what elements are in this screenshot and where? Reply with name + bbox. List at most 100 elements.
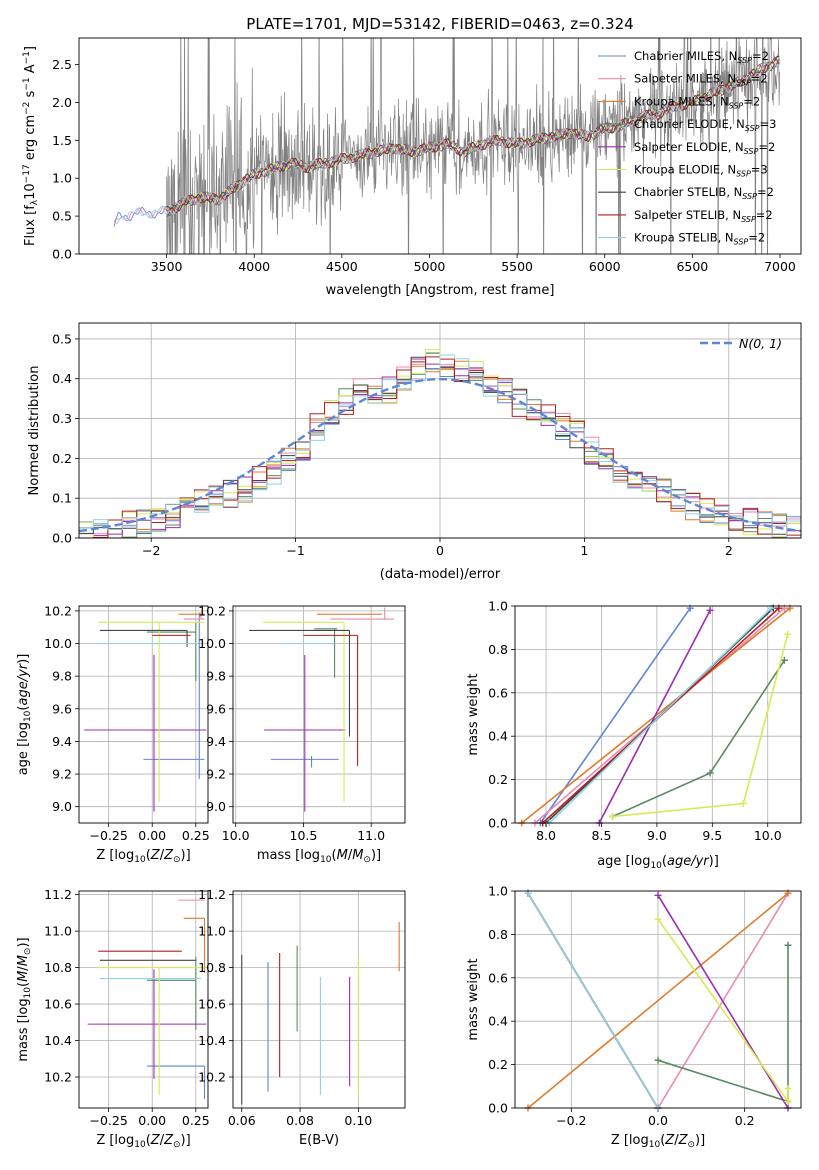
y-tick-label: 9.4	[206, 734, 226, 749]
x-tick-label: −0.25	[89, 1113, 127, 1128]
weight-marker-chabrier_elodie	[784, 941, 792, 949]
x-tick-label: 0.08	[286, 1113, 314, 1128]
x-tick-label: 9.5	[702, 828, 722, 843]
y-tick-label: 0.3	[52, 411, 72, 426]
y-axis-label: Normed distribution	[27, 366, 42, 496]
legend-label-kroupa_elodie: Kroupa ELODIE, NSSP=3	[634, 163, 768, 179]
x-tick-label: 11.0	[357, 828, 385, 843]
x-tick-label: 3500	[151, 259, 183, 274]
y-tick-label: 11.0	[44, 924, 72, 939]
x-tick-label: 10.0	[222, 828, 250, 843]
x-tick-label: −1	[286, 543, 304, 558]
weight-marker-chabrier_elodie	[706, 769, 714, 777]
x-tick-label: 6000	[589, 259, 621, 274]
weight-line-chabrier_elodie	[657, 945, 789, 1103]
x-tick-label: 9.0	[647, 828, 667, 843]
y-tick-label: 9.4	[52, 734, 72, 749]
x-axis-label: mass [log10(M/M⊙)]	[257, 848, 381, 865]
y-tick-label: 10.6	[44, 997, 72, 1012]
weight-marker-kroupa_elodie	[784, 1097, 792, 1105]
weight-line-kroupa_elodie	[612, 633, 789, 818]
axes-frame	[78, 605, 209, 824]
x-tick-label: 1	[580, 543, 588, 558]
weight-marker-kroupa_elodie	[784, 630, 792, 638]
x-tick-label: 4000	[238, 259, 270, 274]
y-tick-label: 0.5	[52, 331, 72, 346]
x-axis-label: E(B-V)	[299, 1133, 339, 1148]
y-tick-label: 10.0	[198, 636, 226, 651]
y-tick-label: 9.6	[52, 701, 72, 716]
y-tick-label: 11.2	[44, 887, 72, 902]
weight-line-salpeter_elodie	[598, 609, 711, 824]
legend-label-chabrier_elodie: Chabrier ELODIE, NSSP=3	[634, 117, 776, 133]
weight-line-kroupa_stelib	[527, 892, 659, 1109]
y-tick-label: 9.0	[52, 799, 72, 814]
y-axis-label: mass weight	[466, 958, 481, 1040]
y-axis-label: mass [log10(M/M⊙)]	[16, 937, 33, 1061]
y-tick-label: 9.2	[206, 767, 226, 782]
x-tick-label: 0.25	[182, 1113, 210, 1128]
weight-line-kroupa_miles	[527, 892, 789, 1109]
y-tick-label: 10.8	[44, 960, 72, 975]
y-tick-label: 0.0	[488, 1101, 508, 1116]
y-tick-label: 9.0	[206, 799, 226, 814]
y-tick-label: 10.2	[44, 603, 72, 618]
axes-frame	[232, 890, 406, 1109]
legend-label-chabrier_stelib: Chabrier STELIB, NSSP=2	[634, 185, 774, 201]
x-tick-label: −0.25	[89, 828, 127, 843]
weight-marker-salpeter_elodie	[654, 891, 662, 899]
x-tick-label: 10.5	[290, 828, 318, 843]
x-axis-label: Z [log10(Z/Z⊙)]	[611, 1133, 705, 1150]
weight-marker-kroupa_elodie	[654, 915, 662, 923]
x-tick-label: 2	[725, 543, 733, 558]
figure-title: PLATE=1701, MJD=53142, FIBERID=0463, z=0…	[246, 15, 633, 33]
legend-label-normal: N(0, 1)	[739, 336, 782, 351]
legend-label-kroupa_stelib: Kroupa STELIB, NSSP=2	[634, 231, 765, 247]
y-tick-label: 11.0	[198, 924, 226, 939]
panel-mass_vs_ebv: 0.06 0.08 0.10 10.2 10.4 10.6 10.8 11.0 11.2 E(B-…	[198, 887, 406, 1148]
y-tick-label: 11.2	[198, 887, 226, 902]
y-tick-label: 9.2	[52, 767, 72, 782]
y-tick-label: 0.2	[52, 451, 72, 466]
y-tick-label: 0.4	[488, 729, 508, 744]
y-tick-label: 0.8	[488, 642, 508, 657]
model-spectrum-kroupa_stelib	[113, 59, 781, 225]
x-tick-label: 0	[436, 543, 444, 558]
x-tick-label: 0.06	[228, 1113, 256, 1128]
y-tick-label: 0.1	[52, 491, 72, 506]
histogram-kroupa_stelib	[79, 354, 801, 538]
y-tick-label: 0.0	[52, 531, 72, 546]
y-tick-label: 10.4	[44, 1033, 72, 1048]
y-tick-label: 0.0	[52, 247, 72, 262]
y-tick-label: 1.5	[52, 133, 72, 148]
y-axis-label: age [log10(age/yr)]	[16, 654, 33, 776]
x-tick-label: 0.00	[138, 828, 166, 843]
y-tick-label: 0.0	[488, 816, 508, 831]
legend-label-salpeter_stelib: Salpeter STELIB, NSSP=2	[634, 208, 773, 224]
axes-frame	[78, 37, 802, 255]
y-axis-label: Flux [fλ10−17 erg cm−2 s−1 A−1]	[22, 46, 40, 246]
y-tick-label: 9.8	[206, 669, 226, 684]
y-tick-label: 9.8	[52, 669, 72, 684]
x-tick-label: 6500	[676, 259, 708, 274]
y-tick-label: 0.5	[52, 209, 72, 224]
legend-label-kroupa_miles: Kroupa MILES, NSSP=2	[634, 94, 760, 110]
x-tick-label: 5500	[501, 259, 533, 274]
y-tick-label: 10.6	[198, 997, 226, 1012]
weight-marker-chabrier_elodie	[780, 656, 788, 664]
y-tick-label: 10.8	[198, 960, 226, 975]
legend-label-salpeter_elodie: Salpeter ELODIE, NSSP=2	[634, 140, 775, 156]
y-tick-label: 10.0	[44, 636, 72, 651]
model-spectrum-salpeter_stelib	[166, 57, 780, 214]
y-tick-label: 0.2	[488, 1057, 508, 1072]
weight-marker-salpeter_elodie	[706, 606, 714, 614]
x-tick-label: −0.2	[556, 1113, 586, 1128]
y-tick-label: 0.8	[488, 927, 508, 942]
y-tick-label: 10.2	[198, 603, 226, 618]
y-tick-label: 0.6	[488, 970, 508, 985]
x-tick-label: 0.00	[138, 1113, 166, 1128]
x-tick-label: 4500	[326, 259, 358, 274]
y-tick-label: 0.2	[488, 772, 508, 787]
x-tick-label: 0.10	[344, 1113, 372, 1128]
axes-frame	[514, 890, 802, 1109]
